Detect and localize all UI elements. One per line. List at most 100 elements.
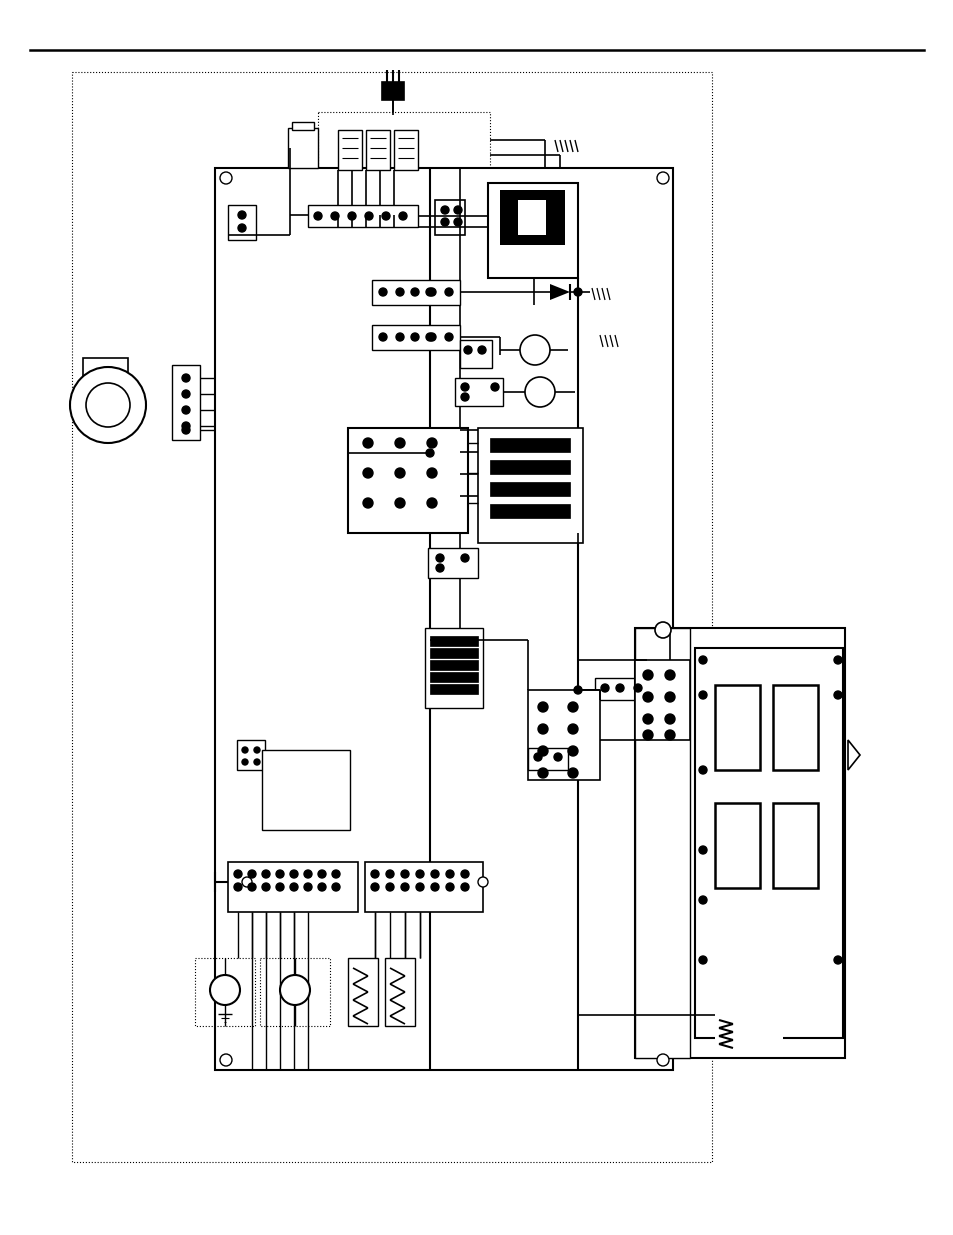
- Polygon shape: [527, 748, 567, 769]
- Circle shape: [642, 714, 652, 724]
- Circle shape: [427, 468, 436, 478]
- Circle shape: [567, 746, 578, 756]
- Circle shape: [431, 883, 438, 890]
- Circle shape: [440, 206, 449, 214]
- Circle shape: [233, 883, 242, 890]
- Circle shape: [233, 869, 242, 878]
- Circle shape: [304, 883, 312, 890]
- Circle shape: [460, 869, 469, 878]
- Circle shape: [253, 747, 260, 753]
- Circle shape: [182, 406, 190, 414]
- Polygon shape: [490, 482, 569, 496]
- Polygon shape: [714, 685, 760, 769]
- Polygon shape: [714, 1015, 782, 1047]
- Circle shape: [371, 869, 378, 878]
- Circle shape: [699, 692, 706, 699]
- Polygon shape: [348, 429, 468, 534]
- Polygon shape: [228, 205, 255, 240]
- Circle shape: [664, 692, 675, 701]
- Polygon shape: [381, 82, 403, 100]
- Polygon shape: [635, 629, 689, 1058]
- Polygon shape: [635, 659, 689, 740]
- Circle shape: [248, 869, 255, 878]
- Circle shape: [395, 333, 403, 341]
- Circle shape: [534, 753, 541, 761]
- Circle shape: [444, 288, 453, 296]
- Polygon shape: [337, 130, 361, 170]
- Polygon shape: [292, 122, 314, 130]
- Circle shape: [395, 438, 405, 448]
- Circle shape: [86, 383, 130, 427]
- Circle shape: [600, 684, 608, 692]
- Polygon shape: [635, 629, 844, 1058]
- Circle shape: [332, 869, 339, 878]
- Polygon shape: [695, 648, 842, 1037]
- Circle shape: [182, 374, 190, 382]
- Polygon shape: [424, 629, 482, 708]
- Circle shape: [567, 768, 578, 778]
- Polygon shape: [430, 636, 477, 646]
- Polygon shape: [488, 183, 578, 278]
- Circle shape: [70, 367, 146, 443]
- Polygon shape: [490, 438, 569, 452]
- Polygon shape: [517, 200, 545, 235]
- Circle shape: [699, 656, 706, 664]
- Circle shape: [317, 883, 326, 890]
- Circle shape: [220, 172, 232, 184]
- Polygon shape: [236, 740, 265, 769]
- Circle shape: [411, 333, 418, 341]
- Circle shape: [460, 383, 469, 391]
- Polygon shape: [550, 284, 569, 300]
- Circle shape: [248, 883, 255, 890]
- Polygon shape: [430, 672, 477, 682]
- Polygon shape: [772, 803, 817, 888]
- Circle shape: [262, 869, 270, 878]
- Circle shape: [426, 333, 434, 341]
- Polygon shape: [430, 684, 477, 694]
- Circle shape: [363, 468, 373, 478]
- Circle shape: [463, 346, 472, 354]
- Circle shape: [699, 766, 706, 774]
- Circle shape: [642, 730, 652, 740]
- Circle shape: [537, 701, 547, 713]
- Polygon shape: [459, 340, 492, 368]
- Circle shape: [253, 760, 260, 764]
- Circle shape: [182, 390, 190, 398]
- Circle shape: [427, 438, 436, 448]
- Circle shape: [460, 393, 469, 401]
- Circle shape: [664, 714, 675, 724]
- Circle shape: [642, 692, 652, 701]
- Circle shape: [642, 671, 652, 680]
- Circle shape: [574, 288, 581, 296]
- Circle shape: [537, 768, 547, 778]
- Circle shape: [460, 883, 469, 890]
- Circle shape: [395, 468, 405, 478]
- Circle shape: [386, 869, 394, 878]
- Polygon shape: [455, 378, 502, 406]
- Circle shape: [280, 974, 310, 1005]
- Circle shape: [242, 877, 252, 887]
- Circle shape: [400, 883, 409, 890]
- Circle shape: [567, 724, 578, 734]
- Circle shape: [237, 211, 246, 219]
- Circle shape: [537, 746, 547, 756]
- Circle shape: [428, 288, 436, 296]
- Circle shape: [436, 564, 443, 572]
- Circle shape: [365, 212, 373, 220]
- Polygon shape: [372, 280, 459, 305]
- Polygon shape: [430, 659, 477, 671]
- Polygon shape: [385, 958, 415, 1026]
- Circle shape: [332, 883, 339, 890]
- Circle shape: [304, 869, 312, 878]
- Polygon shape: [595, 678, 646, 700]
- Circle shape: [275, 869, 284, 878]
- Circle shape: [416, 869, 423, 878]
- Circle shape: [454, 206, 461, 214]
- Circle shape: [428, 333, 436, 341]
- Polygon shape: [527, 690, 599, 781]
- Circle shape: [524, 377, 555, 408]
- Circle shape: [444, 333, 453, 341]
- Polygon shape: [428, 548, 477, 578]
- Polygon shape: [490, 504, 569, 517]
- Circle shape: [616, 684, 623, 692]
